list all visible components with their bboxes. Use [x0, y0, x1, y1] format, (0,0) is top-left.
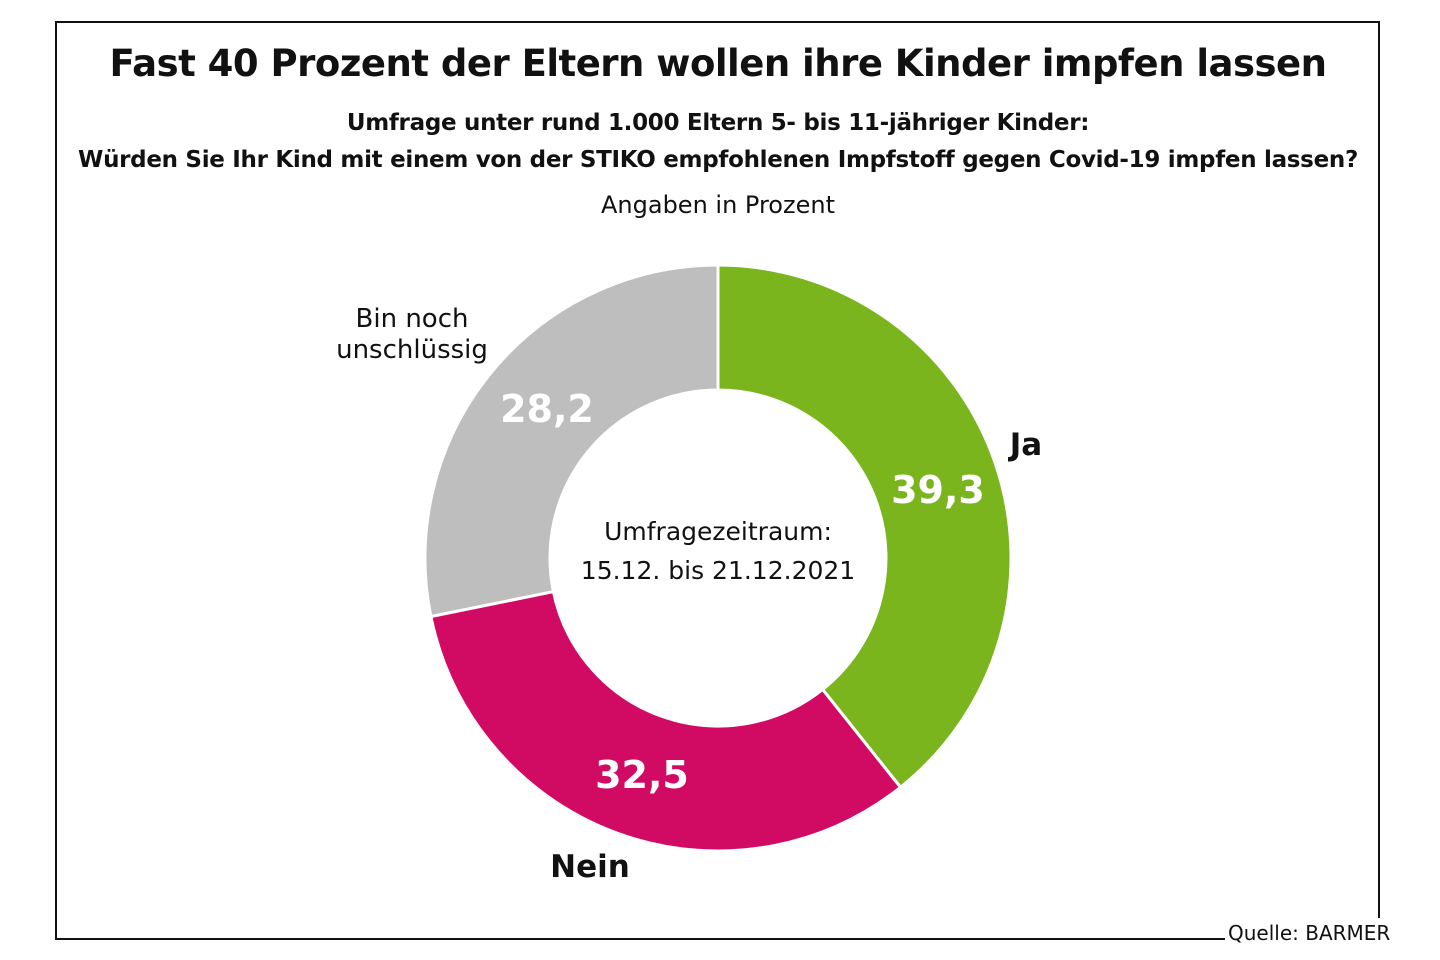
center-text-1: 15.12. bis 21.12.2021	[581, 556, 855, 585]
frame-border-bottom	[55, 938, 1225, 940]
frame-border-top	[55, 21, 1380, 23]
category-label-1: Nein	[550, 849, 630, 885]
chart-subtitle-line2: Würden Sie Ihr Kind mit einem von der ST…	[78, 147, 1358, 173]
slice-0	[716, 263, 1013, 790]
value-label-1: 32,5	[595, 753, 689, 797]
source-label: Quelle: BARMER	[1228, 921, 1391, 945]
category-label-2: Bin noch	[356, 304, 469, 334]
value-label-0: 39,3	[891, 468, 985, 512]
chart-subtitle-line1: Umfrage unter rund 1.000 Eltern 5- bis 1…	[346, 110, 1090, 136]
slice-1	[429, 589, 903, 853]
center-text-0: Umfragezeitraum:	[604, 517, 832, 546]
category-label-2: unschlüssig	[336, 335, 488, 365]
category-label-0: Ja	[1008, 427, 1042, 463]
slice-2	[423, 263, 720, 619]
frame-border-right	[1378, 21, 1380, 918]
unit-note: Angaben in Prozent	[601, 191, 835, 219]
value-label-2: 28,2	[500, 387, 594, 431]
chart-title: Fast 40 Prozent der Eltern wollen ihre K…	[109, 42, 1327, 85]
frame-border-left	[55, 21, 57, 940]
